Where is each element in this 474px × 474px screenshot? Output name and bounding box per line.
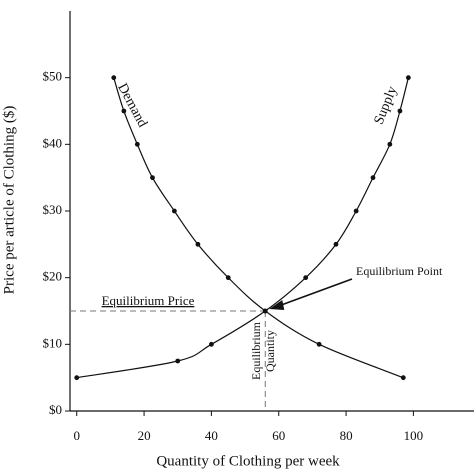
demand-label: Demand [114, 81, 150, 130]
y-tick-label: $0 [49, 402, 62, 417]
data-point [262, 308, 268, 314]
curve [113, 77, 404, 379]
equilibrium-quantity-label: Quantity [263, 330, 277, 372]
y-tick-label: $20 [43, 269, 63, 284]
y-tick-label: $30 [43, 202, 63, 217]
data-point [121, 108, 127, 114]
data-point [111, 75, 117, 81]
data-point [74, 375, 80, 381]
data-point [400, 375, 406, 381]
data-point [303, 275, 309, 281]
equilibrium-quantity-label: Equilibrium [249, 321, 263, 380]
x-tick-label: 0 [73, 428, 80, 443]
equilibrium-price-label: Equilibrium Price [102, 293, 195, 308]
x-tick-label: 80 [340, 428, 353, 443]
y-tick-label: $10 [43, 335, 63, 350]
data-point [209, 341, 214, 347]
data-point [370, 175, 376, 181]
y-axis-label: Price per article of Clothing ($) [1, 106, 17, 295]
x-tick-label: 60 [272, 428, 285, 443]
arrow-head [269, 300, 285, 310]
data-point [353, 208, 359, 214]
data-point [397, 108, 403, 114]
x-tick-label: 20 [138, 428, 151, 443]
arrow-shaft [280, 278, 353, 306]
data-point [175, 358, 181, 364]
x-tick-label: 40 [205, 428, 218, 443]
supply-label: Supply [372, 84, 401, 126]
data-point [405, 75, 411, 81]
equilibrium-point-label: Equilibrium Point [356, 264, 443, 278]
data-point [134, 141, 140, 147]
data-point [333, 241, 339, 247]
y-tick-label: $50 [43, 69, 63, 84]
y-tick-label: $40 [43, 135, 63, 150]
data-point [150, 175, 155, 181]
data-point [316, 341, 322, 347]
curve [76, 77, 409, 379]
x-axis-label: Quantity of Clothing per week [156, 453, 340, 469]
x-tick-label: 100 [404, 428, 424, 443]
data-point [195, 241, 201, 247]
data-point [171, 208, 177, 214]
data-point [225, 275, 231, 281]
data-point [387, 141, 393, 147]
